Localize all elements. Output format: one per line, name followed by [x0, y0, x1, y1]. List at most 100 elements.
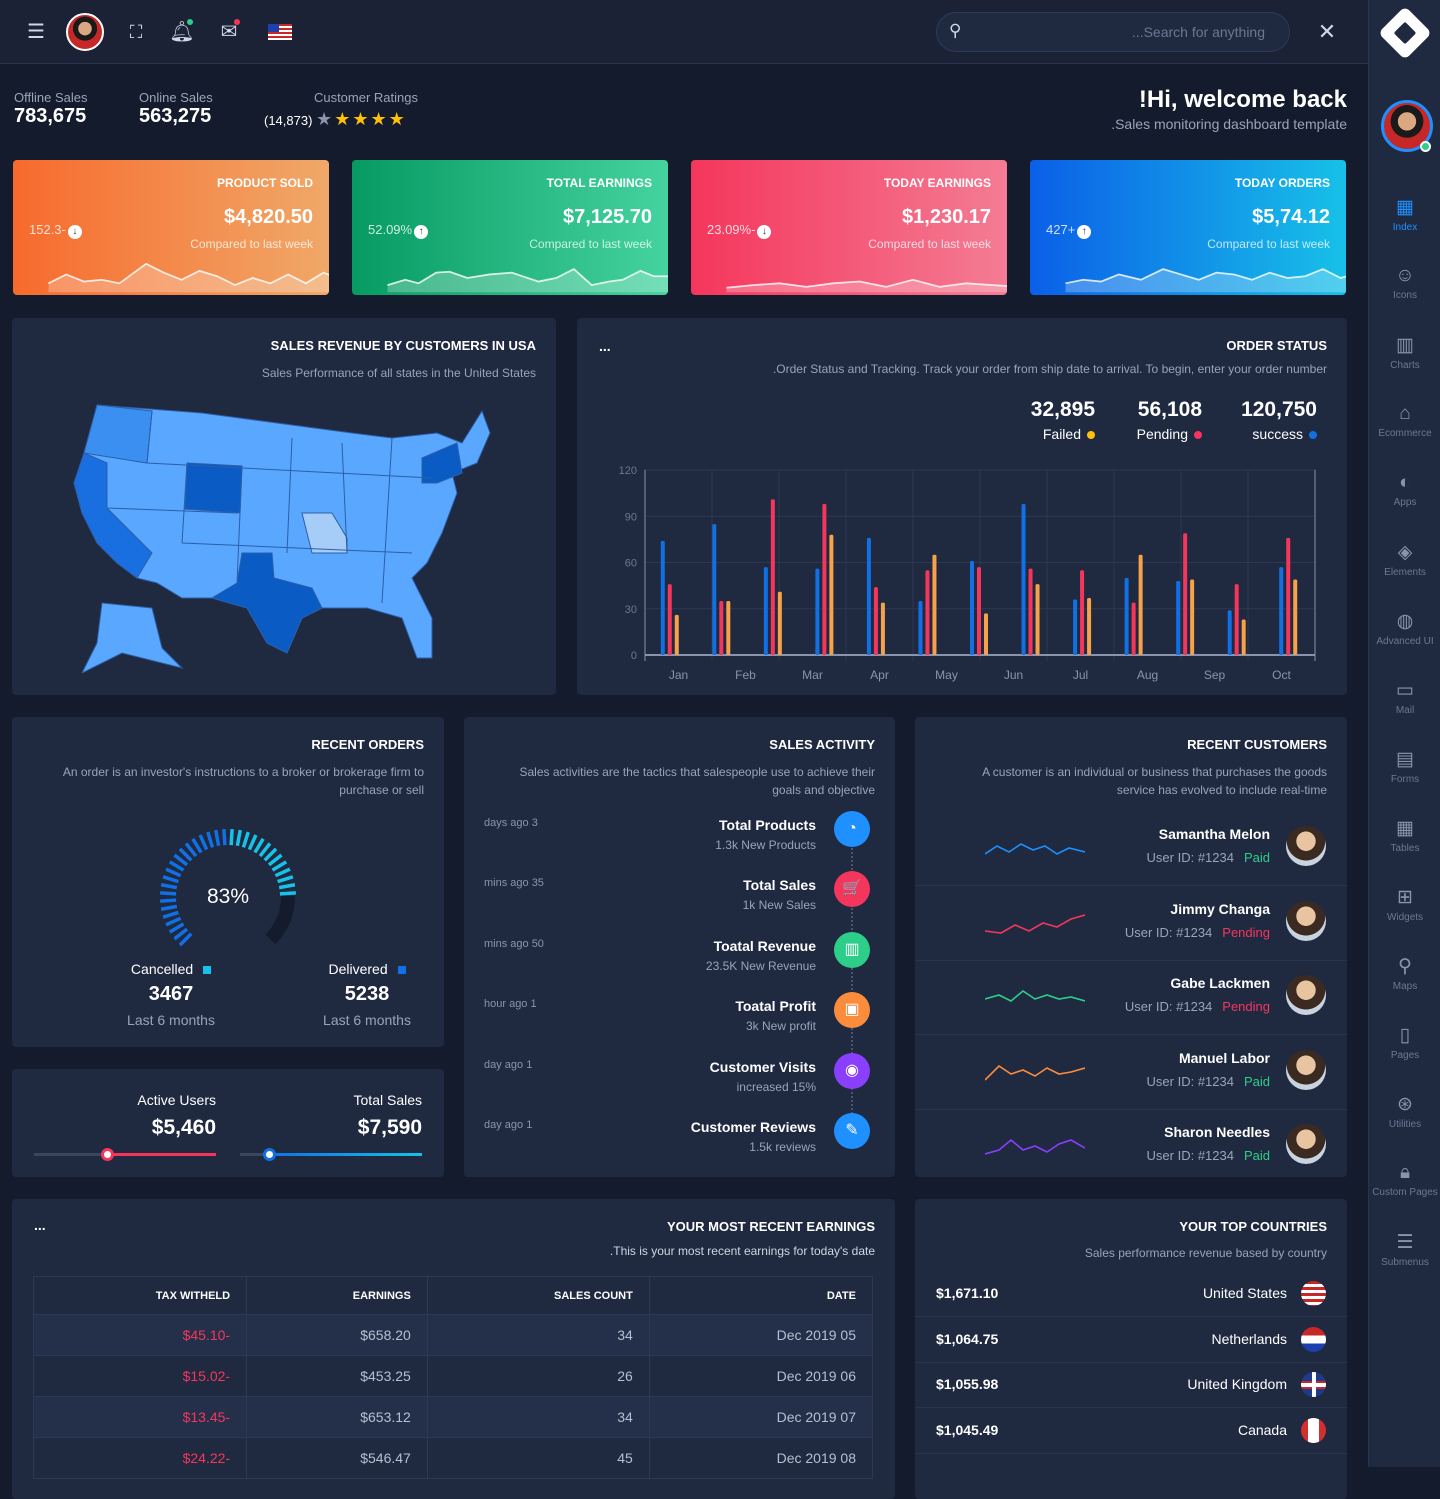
bar-failed[interactable]	[726, 601, 731, 655]
sidebar-item-index[interactable]: ▦ Index	[1369, 196, 1440, 233]
mail-icon[interactable]: ✉	[215, 18, 243, 46]
bar-failed[interactable]	[932, 554, 937, 655]
usa-map[interactable]	[62, 403, 502, 673]
more-menu-icon[interactable]: ...	[599, 338, 611, 354]
kpi-card-today-earnings[interactable]: TODAY EARNINGS $1,230.17 Compared to last …	[691, 160, 1007, 295]
bar-success[interactable]	[1227, 610, 1232, 655]
sidebar-item-ecommerce[interactable]: ⌂ Ecommerce	[1369, 403, 1440, 439]
delivered-stat: Delivered 5238 Last 6 months	[312, 961, 422, 1028]
bar-pending[interactable]	[1234, 584, 1239, 655]
activity-item[interactable]: days ago 3 Total Products 1.3k New Product…	[464, 811, 894, 877]
search-icon[interactable]: ⚲	[949, 21, 962, 40]
bar-pending[interactable]	[822, 503, 827, 655]
kpi-card-total-earnings[interactable]: TOTAL EARNINGS $7,125.70 Compared to last …	[352, 160, 668, 295]
bar-success[interactable]	[918, 601, 923, 655]
bar-failed[interactable]	[880, 602, 885, 655]
bar-pending[interactable]	[719, 601, 724, 655]
sidebar-item-submenus[interactable]: ☰ Submenus	[1369, 1231, 1440, 1268]
country-row[interactable]: $1,055.98 United Kingdom	[915, 1362, 1347, 1408]
country-row[interactable]: $1,671.10 United States	[915, 1271, 1347, 1317]
menu-icon[interactable]: ☰	[27, 21, 45, 43]
activity-item[interactable]: mins ago 50 Toatal Revenue 23.5K New Reven…	[464, 931, 894, 998]
customer-row[interactable]: Gabe Lackmen User ID: #1234 Pending	[915, 961, 1347, 1035]
more-menu-icon[interactable]: ...	[34, 1217, 46, 1233]
customer-row[interactable]: Samantha Melon User ID: #1234 Paid	[915, 812, 1347, 886]
customer-row[interactable]: Sharon Needles User ID: #1234 Paid	[915, 1110, 1347, 1184]
bar-pending[interactable]	[1286, 537, 1291, 655]
bar-success[interactable]	[1124, 577, 1129, 655]
sidebar-item-elements[interactable]: ◈ Elements	[1369, 541, 1440, 578]
activity-item[interactable]: day ago 1 Customer Reviews 1.5k reviews ✎	[464, 1113, 894, 1179]
bar-success[interactable]	[1279, 567, 1284, 655]
sidebar-item-widgets[interactable]: ⊞ Widgets	[1369, 886, 1440, 923]
sidebar-item-maps[interactable]: ⚲ Maps	[1369, 955, 1440, 992]
bar-pending[interactable]	[1080, 570, 1085, 655]
bar-failed[interactable]	[674, 614, 679, 655]
country-row[interactable]: $1,064.75 Netherlands	[915, 1317, 1347, 1363]
column-header[interactable]: TAX WITHELD	[32, 1276, 248, 1315]
country-row[interactable]: $1,045.49 Canada	[915, 1408, 1347, 1454]
column-header[interactable]: SALES COUNT	[426, 1276, 650, 1315]
country-amount: $1,055.98	[936, 1376, 999, 1392]
bar-pending[interactable]	[770, 499, 775, 655]
bar-failed[interactable]	[1190, 579, 1195, 655]
bar-success[interactable]	[712, 523, 717, 655]
sidebar-item-forms[interactable]: ▤ Forms	[1369, 748, 1440, 785]
bar-failed[interactable]	[1293, 579, 1298, 655]
close-icon[interactable]: ✕	[1317, 19, 1337, 44]
fullscreen-icon[interactable]: ⛶	[129, 22, 143, 42]
bar-success[interactable]	[763, 567, 768, 655]
slider-handle[interactable]	[263, 1148, 277, 1161]
sidebar-item-charts[interactable]: ▥ Charts	[1369, 334, 1440, 371]
bar-failed[interactable]	[1241, 619, 1246, 655]
bar-pending[interactable]	[1183, 533, 1188, 655]
y-tick-label: 0	[631, 650, 637, 662]
sidebar-item-mail[interactable]: ▭ Mail	[1369, 679, 1440, 716]
sidebar-item-pages[interactable]: ▯ Pages	[1369, 1024, 1440, 1061]
search-input[interactable]: ⚲ ...Search for anything	[936, 12, 1290, 52]
bar-pending[interactable]	[977, 567, 981, 655]
active-users-slider[interactable]	[34, 1148, 216, 1161]
sidebar-item-utilities[interactable]: ⊛ Utilities	[1369, 1093, 1440, 1130]
us-flag-icon[interactable]	[268, 24, 292, 40]
avatar[interactable]	[66, 13, 104, 51]
column-header[interactable]: EARNINGS	[246, 1276, 428, 1315]
bar-pending[interactable]	[1131, 602, 1136, 655]
sidebar-item-apps[interactable]: ◐ Apps	[1369, 472, 1440, 508]
date-cell: Dec 2019 07	[648, 1396, 874, 1438]
bar-pending[interactable]	[925, 570, 930, 655]
slider-handle[interactable]	[100, 1148, 114, 1161]
sidebar-item-tables[interactable]: ▦ Tables	[1369, 817, 1440, 854]
sidebar-item-custom-pages[interactable]: 🔒︎ Custom Pages	[1369, 1162, 1440, 1198]
bar-success[interactable]	[815, 568, 820, 655]
sidebar-item-icons[interactable]: ☺ Icons	[1369, 265, 1440, 301]
sidebar-item-advanced-ui[interactable]: ◍ Advanced UI	[1369, 610, 1440, 647]
bar-failed[interactable]	[777, 591, 782, 655]
bar-failed[interactable]	[1035, 584, 1040, 655]
bar-success[interactable]	[1176, 581, 1181, 655]
activity-item[interactable]: mins ago 35 Total Sales 1k New Sales 🛒	[464, 871, 894, 937]
bar-pending[interactable]	[667, 584, 672, 655]
customer-row[interactable]: Jimmy Changa User ID: #1234 Pending	[915, 887, 1347, 961]
activity-item[interactable]: day ago 1 Customer Visits increased 15% ◉	[464, 1052, 894, 1119]
kpi-card-product-sold[interactable]: PRODUCT SOLD $4,820.50 Compared to last we…	[13, 160, 329, 295]
bar-failed[interactable]	[829, 534, 834, 655]
bar-failed[interactable]	[1138, 554, 1143, 655]
activity-item[interactable]: hour ago 1 Toatal Profit 3k New profit ▣	[464, 992, 894, 1058]
bell-icon[interactable]: 🔔︎	[169, 19, 195, 43]
total-sales-slider[interactable]	[240, 1148, 422, 1161]
bar-success[interactable]	[866, 537, 871, 655]
bar-success[interactable]	[1021, 503, 1026, 655]
bar-pending[interactable]	[873, 587, 878, 655]
bar-pending[interactable]	[1028, 568, 1033, 655]
customer-row[interactable]: Manuel Labor User ID: #1234 Paid	[915, 1036, 1347, 1110]
kpi-card-today-orders[interactable]: TODAY ORDERS $5,74.12 Compared to last wee…	[1030, 160, 1346, 295]
bar-success[interactable]	[970, 560, 974, 655]
bar-success[interactable]	[1073, 599, 1078, 656]
bar-failed[interactable]	[984, 613, 988, 655]
logo[interactable]	[1378, 6, 1432, 60]
column-header[interactable]: DATE	[648, 1276, 874, 1315]
bar-failed[interactable]	[1087, 597, 1092, 655]
bar-success[interactable]	[660, 540, 665, 655]
profile-avatar[interactable]	[1381, 100, 1433, 152]
